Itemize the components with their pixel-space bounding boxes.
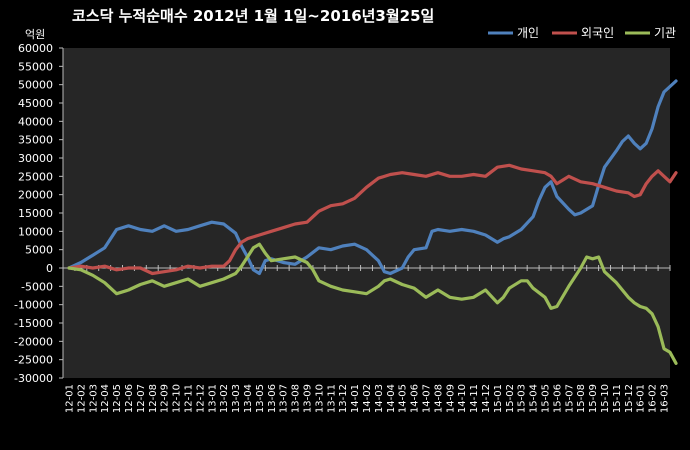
x-tick-label: 15-10 <box>600 384 611 413</box>
x-tick-label: 16-03 <box>660 384 671 413</box>
y-tick-label: -25000 <box>14 354 53 367</box>
y-tick-label: -5000 <box>21 280 53 293</box>
x-tick-label: 15-12 <box>624 384 635 413</box>
x-tick-label: 15-03 <box>517 384 528 413</box>
x-tick-label: 15-05 <box>541 384 552 413</box>
x-tick-label: 12-04 <box>100 384 111 413</box>
x-axis: 12-01 12-02 12-03 12-04 12-05 12-06 12-07 12-08… <box>62 265 671 413</box>
y-tick-label: -30000 <box>14 372 53 385</box>
x-tick-label: 14-06 <box>410 384 421 413</box>
x-tick-label: 12-06 <box>124 384 135 413</box>
x-tick-label: 12-09 <box>160 384 171 413</box>
legend-label-1: 외국인 <box>581 26 614 40</box>
x-tick-label: 13-05 <box>255 384 266 413</box>
x-tick-label: 12-12 <box>195 384 206 413</box>
legend-label-2: 기관 <box>654 26 676 40</box>
x-tick-label: 15-02 <box>505 384 516 413</box>
x-tick-label: 13-11 <box>326 384 337 413</box>
x-tick-label: 15-01 <box>493 384 504 413</box>
y-tick-label: -20000 <box>14 335 53 348</box>
x-tick-label: 13-12 <box>338 384 349 413</box>
legend: 개인 외국인 기관 <box>488 26 676 40</box>
x-tick-label: 13-08 <box>291 384 302 413</box>
y-tick-label: 35000 <box>18 134 53 147</box>
x-tick-label: 14-01 <box>350 384 361 413</box>
x-tick-label: 13-07 <box>279 384 290 413</box>
y-tick-label: 55000 <box>18 60 53 73</box>
x-tick-label: 13-10 <box>314 384 325 413</box>
x-tick-label: 13-09 <box>302 384 313 413</box>
x-tick-label: 13-03 <box>231 384 242 413</box>
series-line-2 <box>67 242 678 365</box>
x-tick-label: 12-01 <box>64 384 75 413</box>
x-tick-label: 15-08 <box>576 384 587 413</box>
y-tick-label: 50000 <box>18 79 53 92</box>
y-tick-label: -15000 <box>14 317 53 330</box>
y-tick-label: 30000 <box>18 152 53 165</box>
x-tick-label: 16-01 <box>636 384 647 413</box>
x-tick-label: 12-03 <box>88 384 99 413</box>
x-tick-label: 16-02 <box>648 384 659 413</box>
y-tick-label: 20000 <box>18 189 53 202</box>
series-line-1 <box>67 163 678 276</box>
y-tick-label: 15000 <box>18 207 53 220</box>
x-tick-label: 15-11 <box>612 384 623 413</box>
unit-label: 억원 <box>25 28 45 41</box>
x-tick-label: 14-07 <box>422 384 433 413</box>
x-tick-label: 14-04 <box>386 384 397 413</box>
x-tick-label: 14-10 <box>457 384 468 413</box>
x-tick-label: 12-05 <box>112 384 123 413</box>
x-tick-label: 14-11 <box>469 384 480 413</box>
x-tick-label: 12-11 <box>183 384 194 413</box>
x-tick-label: 14-08 <box>433 384 444 413</box>
chart-title: 코스닥 누적순매수 2012년 1월 1일~2016년3월25일 <box>72 7 434 25</box>
y-axis: 6000055000500004500040000350003000025000… <box>14 42 64 385</box>
x-tick-label: 12-02 <box>76 384 87 413</box>
y-tick-label: 45000 <box>18 97 53 110</box>
x-tick-label: 14-02 <box>362 384 373 413</box>
y-tick-label: 10000 <box>18 225 53 238</box>
x-tick-label: 15-07 <box>564 384 575 413</box>
x-tick-label: 13-04 <box>243 384 254 413</box>
x-tick-label: 14-09 <box>445 384 456 413</box>
y-tick-label: 0 <box>46 262 53 275</box>
x-tick-label: 14-05 <box>398 384 409 413</box>
x-tick-label: 12-10 <box>172 384 183 413</box>
x-tick-label: 12-08 <box>148 384 159 413</box>
x-tick-label: 14-12 <box>481 384 492 413</box>
x-tick-label: 15-06 <box>552 384 563 413</box>
x-tick-label: 15-09 <box>588 384 599 413</box>
x-tick-label: 13-06 <box>267 384 278 413</box>
y-tick-label: 40000 <box>18 115 53 128</box>
x-tick-label: 12-07 <box>136 384 147 413</box>
plot-area <box>63 48 670 378</box>
y-tick-label: -10000 <box>14 299 53 312</box>
y-tick-label: 5000 <box>25 244 53 257</box>
x-tick-label: 13-01 <box>207 384 218 413</box>
legend-label-0: 개인 <box>517 26 539 40</box>
series-layer <box>67 79 678 365</box>
y-tick-label: 25000 <box>18 170 53 183</box>
x-tick-label: 14-03 <box>374 384 385 413</box>
y-tick-label: 60000 <box>18 42 53 55</box>
x-tick-label: 15-04 <box>529 384 540 413</box>
x-tick-label: 13-02 <box>219 384 230 413</box>
